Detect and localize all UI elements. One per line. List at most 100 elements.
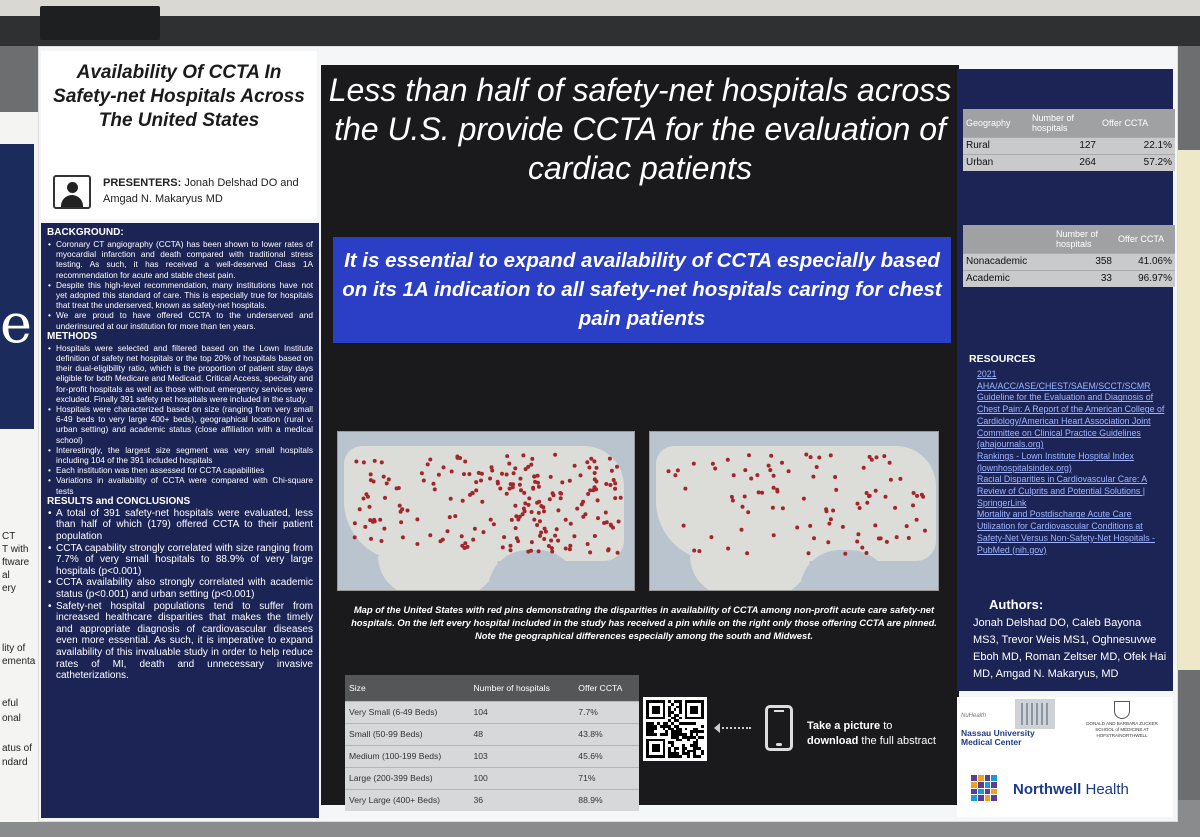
map-pin: [613, 486, 618, 491]
map-pin: [361, 496, 366, 501]
left-fragment: ementa: [2, 656, 36, 667]
authors-list: Jonah Delshad DO, Caleb Bayona MS3, Trev…: [973, 617, 1167, 680]
geo-cell: 264: [1029, 153, 1099, 171]
presenters-names: Jonah Delshad DO and Amgad N. Makaryus M…: [103, 177, 299, 205]
map-pin: [742, 494, 747, 499]
map-pin: [731, 473, 736, 478]
right-column: Geography Number of hospitals Offer CCTA…: [957, 69, 1175, 691]
map-pin: [861, 465, 866, 470]
download-rest: the full abstract: [858, 735, 936, 747]
map-pin: [459, 534, 464, 539]
map-pin: [613, 481, 618, 486]
map-pin: [354, 459, 359, 464]
map-pin: [531, 486, 536, 491]
adjacent-poster-navy-block: [0, 144, 34, 429]
map-pin: [775, 487, 780, 492]
map-pin: [611, 478, 616, 482]
size-cell: Very Small (6-49 Beds): [345, 700, 470, 723]
map-pin: [553, 533, 558, 538]
methods-item: Variations in availability of CCTA were …: [47, 475, 313, 495]
map-pin: [869, 457, 874, 462]
map-pin: [517, 482, 522, 487]
map-pin: [550, 491, 555, 496]
map-pin: [415, 517, 420, 522]
table-row: Very Large (400+ Beds) 36 88.9%: [345, 788, 639, 811]
map-pin: [770, 505, 775, 510]
map-pin: [755, 473, 760, 478]
map-pin: [481, 530, 486, 535]
map-pin: [474, 488, 479, 493]
map-pin: [594, 465, 599, 470]
map-pin: [864, 551, 869, 555]
geo-cell: 22.1%: [1099, 136, 1175, 154]
count-cell: 48: [469, 722, 575, 745]
authors-heading: Authors:: [989, 597, 1044, 612]
map-pin: [368, 518, 373, 523]
map-pin: [445, 529, 450, 534]
table-row: Small (50-99 Beds) 48 43.8%: [345, 722, 639, 745]
map-pin: [666, 469, 671, 474]
map-pin: [399, 520, 404, 525]
count-cell: 100: [469, 766, 575, 789]
map-pin: [771, 485, 776, 490]
map-pin: [516, 539, 521, 544]
map-pin: [397, 503, 402, 508]
map-pin: [508, 543, 513, 548]
map-pin: [500, 545, 505, 550]
map-pin: [463, 459, 468, 464]
map-pin: [592, 459, 597, 464]
map-pin: [607, 456, 612, 461]
map-pin: [556, 508, 561, 513]
map-pin: [560, 480, 565, 485]
map-pin: [537, 499, 542, 504]
resource-link[interactable]: Rankings - Lown Institute Hospital Index…: [977, 450, 1134, 473]
map-pin: [746, 510, 751, 515]
map-pin: [604, 482, 609, 486]
map-pin: [502, 535, 507, 540]
map-pin: [919, 492, 924, 497]
adjacent-poster-right: [1178, 150, 1200, 670]
map-pin: [604, 520, 609, 525]
map-pin: [743, 468, 748, 473]
map-pin: [558, 496, 563, 501]
resource-link[interactable]: 2021 AHA/ACC/ASE/CHEST/SAEM/SCCT/SCMR Gu…: [977, 369, 1165, 450]
geo-header: Number of hospitals: [1029, 109, 1099, 137]
map-pin: [513, 526, 518, 531]
qr-code[interactable]: [643, 697, 707, 761]
map-pin: [535, 523, 540, 527]
map-pin: [522, 490, 527, 495]
avatar-icon: [53, 175, 91, 209]
map-pin: [500, 471, 504, 476]
map-pin: [463, 541, 468, 546]
map-pin: [606, 547, 611, 552]
resource-link[interactable]: Racial Disparities in Cardiovascular Car…: [977, 474, 1148, 508]
map-pin: [780, 506, 785, 511]
northwell-text: Northwell Health: [1013, 781, 1129, 798]
map-pin: [405, 508, 410, 513]
map-pin: [586, 492, 591, 496]
count-cell: 36: [469, 788, 575, 811]
map-pin: [827, 521, 832, 526]
map-pin: [709, 535, 714, 540]
map-pin: [383, 495, 387, 500]
academic-header: [963, 225, 1053, 253]
map-pin: [914, 517, 919, 522]
map-pin: [538, 533, 542, 538]
map-pin: [369, 536, 373, 541]
map-pins-ccta: [666, 452, 927, 556]
poster-title: Availability Of CCTA In Safety-net Hospi…: [53, 62, 305, 131]
geo-cell: 57.2%: [1099, 153, 1175, 171]
resource-link[interactable]: Mortality and Postdischarge Acute Care U…: [977, 509, 1155, 555]
methods-heading: METHODS: [47, 330, 97, 342]
poster-rail: [0, 16, 1200, 46]
size-table-header: Offer CCTA: [574, 675, 639, 701]
map-pin: [535, 473, 540, 478]
map-pin: [384, 481, 389, 486]
methods-list: Hospitals were selected and filtered bas…: [47, 343, 313, 496]
map-pin: [595, 498, 600, 503]
size-cell: Very Large (400+ Beds): [345, 788, 470, 811]
map-pin: [529, 510, 534, 514]
map-pin: [367, 504, 372, 509]
presenters-label: PRESENTERS:: [103, 177, 182, 189]
map-pin: [400, 535, 405, 540]
